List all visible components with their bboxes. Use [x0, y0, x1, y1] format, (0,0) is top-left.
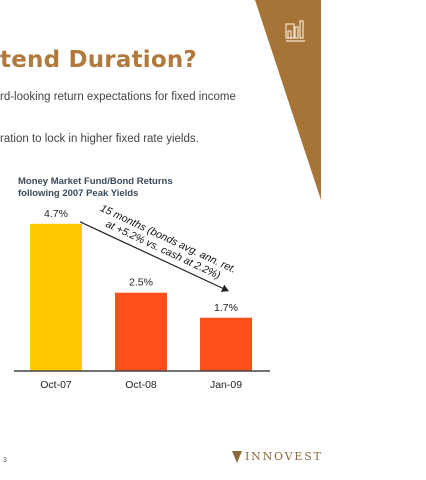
chart-title-line-2: following 2007 Peak Yields — [18, 188, 139, 199]
data-label: 1.7% — [214, 302, 238, 314]
slide-title: tend Duration? — [0, 47, 197, 73]
chart-annotation: 15 months (bonds avg. ann. ret.at +5.2% … — [79, 205, 238, 292]
page-number: 3 — [3, 457, 7, 464]
bullet-text-1: rd-looking return expectations for fixed… — [0, 91, 236, 103]
banner-shape — [255, 0, 321, 200]
annotation-arrow — [79, 221, 229, 292]
logo-mark-icon — [232, 450, 242, 463]
chart-title: Money Market Fund/Bond Returns following… — [18, 176, 173, 200]
bar-chart: 4.7% Oct-07 2.5% Oct-08 1.7% Jan-09 15 months… — [14, 205, 270, 391]
bar-chart-icon — [285, 20, 305, 42]
x-tick-label: Oct-08 — [125, 379, 157, 391]
logo-text: INNOVEST — [245, 450, 323, 463]
bar-oct-08 — [115, 292, 167, 371]
bullet-text-2: ration to lock in higher fixed rate yiel… — [0, 133, 199, 145]
data-label: 2.5% — [129, 277, 153, 289]
bar-group: 4.7% Oct-07 2.5% Oct-08 1.7% Jan-09 — [30, 208, 252, 391]
bar-oct-07 — [30, 223, 82, 371]
chart-title-line-1: Money Market Fund/Bond Returns — [18, 176, 173, 187]
data-label: 4.7% — [44, 208, 68, 220]
bar-jan-09 — [200, 317, 252, 371]
innovest-logo: INNOVEST — [232, 450, 323, 463]
x-tick-label: Oct-07 — [40, 379, 72, 391]
x-tick-label: Jan-09 — [210, 379, 242, 391]
corner-banner — [255, 0, 321, 200]
